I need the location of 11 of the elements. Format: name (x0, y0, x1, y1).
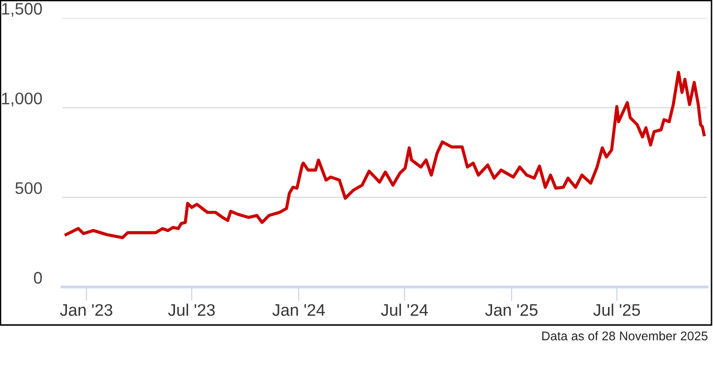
x-tick-label: Jul '25 (593, 304, 640, 316)
x-tick-label: Jan '24 (272, 304, 325, 316)
x-tick-label: Jan '25 (485, 304, 538, 316)
y-tick-label: 500 (15, 182, 42, 194)
x-tick-label: Jul '23 (168, 304, 215, 316)
text: Data as of 28 November 2025 (542, 331, 708, 340)
y-tick-label: 1,000 (2, 92, 42, 106)
x-tick-label: Jul '24 (381, 304, 428, 316)
y-tick-label: 1,500 (2, 2, 42, 17)
y-tick-label: 0 (34, 272, 42, 284)
x-tick-label: Jan '23 (60, 304, 112, 316)
